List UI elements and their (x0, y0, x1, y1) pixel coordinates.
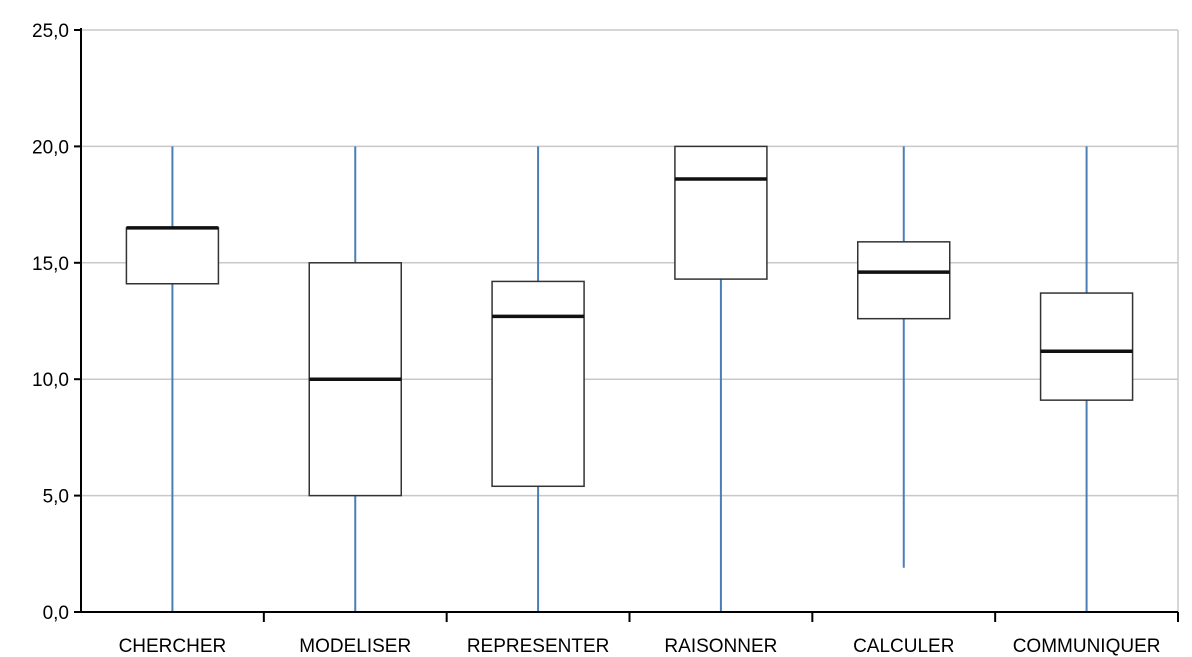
axes (74, 28, 1179, 622)
category-label: COMMUNIQUER (1013, 636, 1161, 657)
box-iqr (1039, 292, 1134, 401)
category-label: RAISONNER (664, 636, 777, 657)
box-iqr (857, 241, 951, 320)
box-iqr (674, 145, 768, 280)
box-iqr (491, 280, 585, 488)
y-tick-label: 25,0 (32, 21, 69, 42)
y-tick-label: 5,0 (43, 487, 69, 508)
boxes (125, 145, 1134, 497)
category-label: CHERCHER (119, 636, 227, 657)
y-tick-label: 10,0 (32, 370, 69, 391)
y-tick-label: 15,0 (32, 254, 69, 275)
category-label: MODELISER (299, 636, 411, 657)
labels: 0,0 5,0 10,0 15,0 20,0 25,0 CHERCHER MODELISER R… (32, 21, 1160, 657)
grid-lines (81, 29, 1179, 612)
box-iqr (125, 227, 220, 285)
whiskers (171, 146, 1088, 612)
y-tick-label: 20,0 (32, 137, 69, 158)
category-label: CALCULER (853, 636, 954, 657)
y-tick-label: 0,0 (43, 603, 69, 624)
category-label: REPRESENTER (467, 636, 610, 657)
